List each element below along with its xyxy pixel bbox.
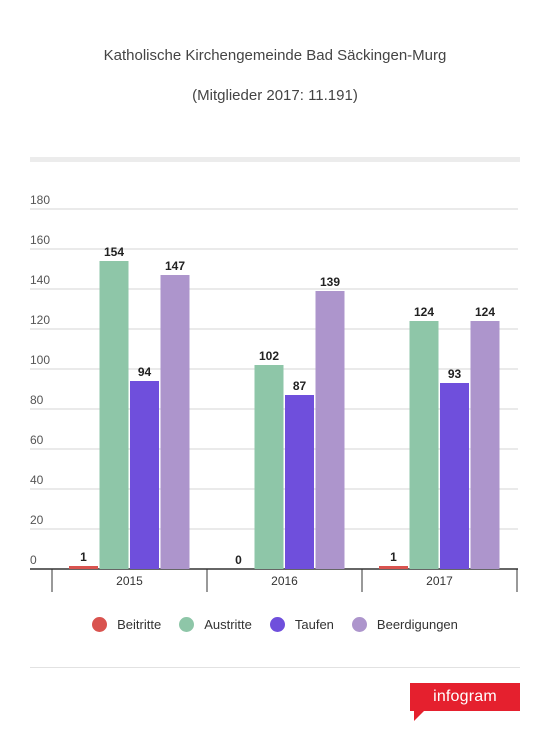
bar-taufen <box>130 381 159 569</box>
y-tick-label: 60 <box>30 433 44 447</box>
legend-label: Beerdigungen <box>376 617 458 632</box>
data-label: 147 <box>165 259 185 273</box>
infogram-logo-text: infogram <box>433 688 497 705</box>
legend-item-taufen[interactable]: Taufen <box>269 617 334 632</box>
data-label: 0 <box>235 553 242 567</box>
data-label: 87 <box>293 379 307 393</box>
bar-beitritte <box>69 566 98 569</box>
y-tick-label: 40 <box>30 473 44 487</box>
legend-swatch-austritte <box>179 617 195 632</box>
y-tick-label: 140 <box>30 273 50 287</box>
y-tick-label: 80 <box>30 393 44 407</box>
bar-austritte <box>99 261 129 569</box>
data-label: 139 <box>320 275 340 289</box>
x-tick-label: 2017 <box>426 574 453 588</box>
legend-item-beerdigungen[interactable]: Beerdigungen <box>351 617 458 632</box>
legend-item-beitritte[interactable]: Beitritte <box>92 617 161 632</box>
top-divider <box>30 157 520 162</box>
data-label: 93 <box>448 367 462 381</box>
legend-label: Taufen <box>294 617 334 632</box>
chart-subtitle: (Mitglieder 2017: 11.191) <box>192 87 358 104</box>
legend-swatch-beitritte <box>92 617 108 632</box>
bar-beerdigungen <box>470 321 500 569</box>
legend-item-austritte[interactable]: Austritte <box>179 617 252 632</box>
y-tick-label: 160 <box>30 233 50 247</box>
bar-beerdigungen <box>160 275 190 569</box>
legend: Beitritte Austritte Taufen Beerdigungen <box>0 617 550 632</box>
bar-chart: 0 20 40 60 80 100 120 140 160 180 1 154 94 147 2015 0 10… <box>30 193 518 592</box>
chart-title: Katholische Kirchengemeinde Bad Säckinge… <box>103 47 447 64</box>
bar-austritte <box>409 321 439 569</box>
y-tick-label: 100 <box>30 353 50 367</box>
legend-label: Beitritte <box>117 617 162 632</box>
infogram-logo-shape <box>410 683 520 721</box>
y-tick-label: 0 <box>30 553 37 567</box>
bottom-divider <box>30 667 520 668</box>
data-label: 94 <box>138 365 152 379</box>
legend-label: Austritte <box>204 617 252 632</box>
bar-austritte <box>254 365 284 569</box>
data-label: 124 <box>475 305 495 319</box>
data-label: 1 <box>80 550 87 564</box>
bar-taufen <box>440 383 469 569</box>
infogram-logo[interactable]: infogram <box>410 683 520 723</box>
bar-beerdigungen <box>315 291 345 569</box>
data-label: 154 <box>104 245 124 259</box>
data-label: 124 <box>414 305 434 319</box>
bar-beitritte <box>379 566 408 569</box>
data-label: 1 <box>390 550 397 564</box>
x-tick-label: 2015 <box>116 574 143 588</box>
legend-swatch-beerdigungen <box>351 617 367 632</box>
bar-taufen <box>285 395 314 569</box>
y-tick-label: 180 <box>30 193 50 207</box>
x-tick-label: 2016 <box>271 574 298 588</box>
data-label: 102 <box>259 349 279 363</box>
legend-swatch-taufen <box>269 617 285 632</box>
y-tick-label: 20 <box>30 513 44 527</box>
y-tick-label: 120 <box>30 313 50 327</box>
